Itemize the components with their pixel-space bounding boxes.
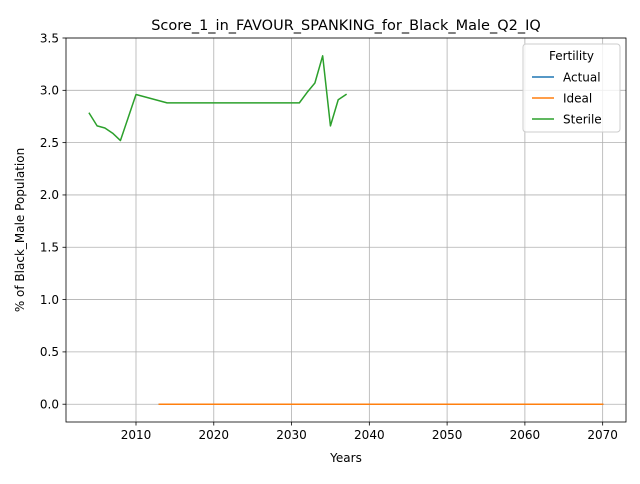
x-axis-label: Years (329, 451, 362, 465)
legend-label-actual: Actual (563, 70, 601, 84)
x-tick-label: 2060 (510, 428, 541, 442)
y-axis-ticks: 0.0 0.5 1.0 1.5 2.0 2.5 3.0 3.5 (40, 31, 66, 412)
chart-title: Score_1_in_FAVOUR_SPANKING_for_Black_Mal… (151, 18, 541, 34)
series-line-sterile (88, 55, 348, 142)
y-tick-label: 0.5 (40, 345, 59, 359)
y-tick-label: 1.5 (40, 241, 59, 255)
legend: Fertility Actual Ideal Sterile (522, 43, 621, 133)
y-tick-label: 2.0 (40, 188, 59, 202)
x-tick-label: 2070 (587, 428, 618, 442)
legend-label-ideal: Ideal (563, 91, 592, 105)
plot-area-frame (65, 37, 627, 423)
x-axis-ticks: 2010 2020 2030 2040 2050 2060 2070 (121, 422, 618, 442)
legend-items: Actual Ideal Sterile (532, 70, 602, 126)
y-axis-label: % of Black_Male Population (13, 148, 27, 312)
x-tick-label: 2020 (199, 428, 230, 442)
legend-title: Fertility (549, 49, 594, 63)
x-tick-label: 2010 (121, 428, 152, 442)
legend-label-sterile: Sterile (563, 112, 602, 126)
x-tick-label: 2030 (276, 428, 307, 442)
y-tick-label: 2.5 (40, 136, 59, 150)
x-tick-label: 2050 (432, 428, 463, 442)
legend-box (522, 43, 621, 133)
y-tick-label: 1.0 (40, 293, 59, 307)
x-tick-label: 2040 (354, 428, 385, 442)
y-tick-label: 0.0 (40, 398, 59, 412)
y-tick-label: 3.0 (40, 84, 59, 98)
series-lines (88, 55, 604, 405)
y-tick-label: 3.5 (40, 31, 59, 45)
